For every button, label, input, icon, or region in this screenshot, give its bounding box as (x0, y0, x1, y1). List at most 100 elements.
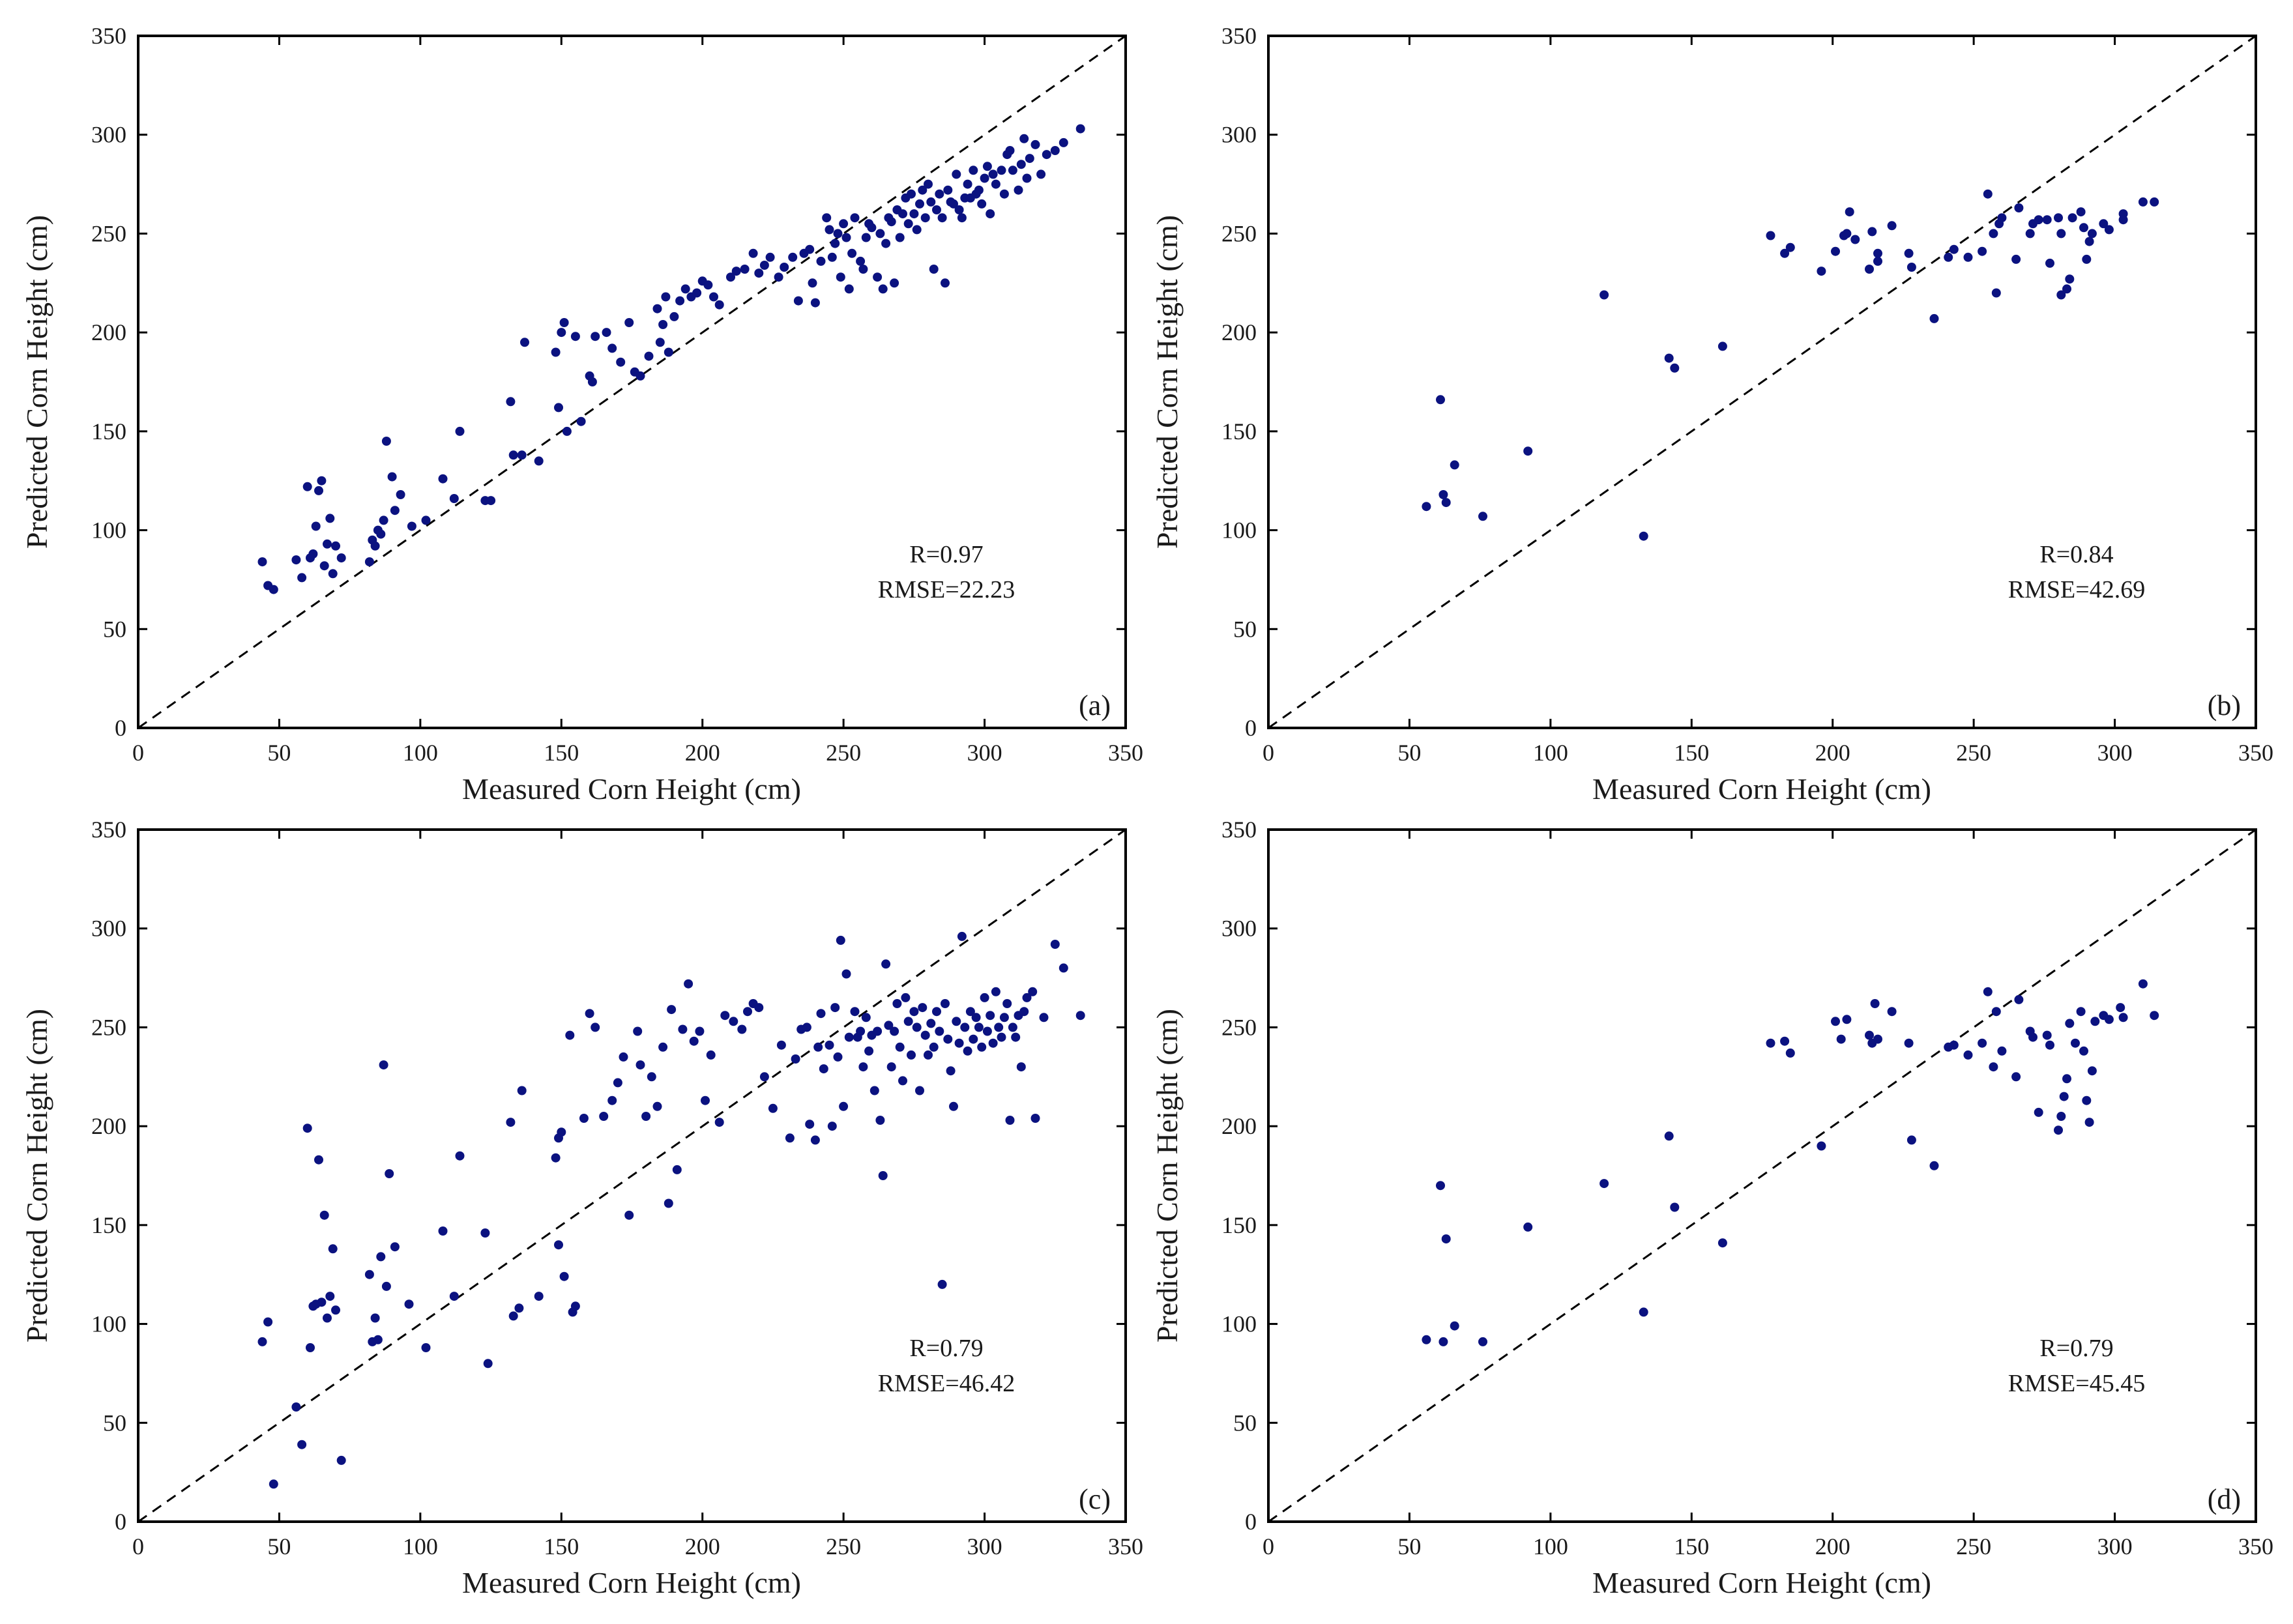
data-point (317, 1298, 327, 1307)
data-point (692, 288, 702, 298)
data-point (1639, 531, 1648, 541)
data-point (765, 252, 775, 262)
data-point (319, 1210, 329, 1220)
data-point (624, 1210, 634, 1220)
data-point (396, 490, 405, 499)
data-point (635, 1060, 645, 1070)
data-point (328, 569, 338, 579)
data-point (554, 1240, 563, 1250)
data-point (323, 539, 332, 549)
y-axis-title: Predicted Corn Height (cm) (20, 215, 53, 549)
x-tick-label: 150 (1674, 1533, 1709, 1559)
axes-frame (137, 828, 1127, 1523)
data-point (754, 268, 764, 278)
data-point (308, 549, 318, 558)
data-point (306, 1343, 315, 1352)
data-point (1050, 146, 1060, 155)
data-point (1039, 1013, 1049, 1022)
data-point (302, 1124, 312, 1133)
data-point (915, 1086, 924, 1095)
data-point (591, 1022, 600, 1032)
x-tick-label: 150 (544, 1533, 579, 1559)
data-point (514, 1303, 524, 1313)
x-tick-label: 100 (403, 740, 438, 766)
x-tick-labels: 0 50 100 150 200 250 300 350 (132, 1533, 1143, 1559)
x-axis-title: Measured Corn Height (cm) (1592, 772, 1931, 805)
data-point (1422, 502, 1431, 512)
data-point (599, 1112, 609, 1121)
data-point (1005, 146, 1015, 155)
data-point (907, 1050, 916, 1060)
data-point (941, 278, 950, 288)
data-point (850, 1007, 860, 1017)
data-point (672, 1165, 682, 1174)
data-point (740, 265, 750, 274)
data-point (999, 1013, 1009, 1022)
data-point (1865, 265, 1874, 274)
data-point (2087, 229, 2097, 239)
data-point (1011, 1032, 1021, 1042)
identity-line (1268, 828, 2256, 1523)
data-point (912, 1022, 922, 1032)
data-point (658, 320, 668, 329)
data-point (557, 1127, 566, 1137)
data-point (941, 999, 950, 1008)
data-point (1850, 235, 1860, 244)
data-point (873, 272, 883, 282)
data-point (2056, 290, 2066, 300)
points (257, 931, 1085, 1489)
x-tick-label: 0 (132, 740, 144, 766)
data-point (827, 1122, 837, 1131)
data-point (2099, 219, 2109, 229)
data-point (1873, 1034, 1882, 1044)
data-point (997, 1032, 1006, 1042)
data-point (774, 272, 783, 282)
data-point (2076, 207, 2086, 217)
data-point (759, 1072, 769, 1082)
y-tick-label: 350 (1221, 23, 1257, 49)
data-point (559, 318, 569, 327)
data-point (517, 450, 527, 460)
y-tick-labels: 0 50 100 150 200 250 300 350 (91, 817, 126, 1535)
y-tick-label: 50 (103, 616, 126, 642)
x-tick-labels: 0 50 100 150 200 250 300 350 (1263, 1533, 2273, 1559)
data-point (825, 1040, 834, 1050)
data-point (819, 1064, 828, 1074)
data-point (1842, 229, 1852, 239)
y-tick-label: 200 (1221, 319, 1257, 345)
data-point (1664, 353, 1674, 363)
data-point (759, 261, 769, 270)
data-point (2082, 1095, 2092, 1105)
stat-r: R=0.79 (2039, 1335, 2113, 1362)
data-point (1989, 1062, 1998, 1072)
panel-label: (d) (2208, 1483, 2241, 1515)
data-point (381, 437, 391, 446)
panel-a: 0 50 100 150 200 250 300 350 0 50 100 150 200 250 300… (20, 23, 1143, 805)
data-point (949, 1101, 958, 1111)
data-point (918, 1003, 927, 1013)
data-point (647, 1072, 656, 1082)
x-tick-label: 350 (2238, 1533, 2273, 1559)
points (257, 124, 1085, 594)
data-point (949, 199, 958, 209)
data-point (776, 1040, 786, 1050)
data-point (557, 328, 566, 338)
axes-frame (137, 35, 1127, 729)
data-point (376, 1252, 386, 1262)
x-tick-label: 250 (1956, 740, 1991, 766)
x-tick-label: 50 (267, 1533, 291, 1559)
data-point (455, 1151, 465, 1161)
data-point (926, 1019, 936, 1028)
data-point (954, 205, 964, 214)
data-point (858, 265, 868, 274)
data-point (1030, 139, 1040, 149)
data-point (909, 209, 919, 219)
data-point (886, 1062, 896, 1072)
y-tick-label: 0 (1245, 715, 1257, 741)
data-point (269, 585, 278, 594)
data-point (946, 1066, 956, 1076)
data-point (937, 1279, 947, 1289)
data-point (1963, 1050, 1973, 1060)
data-point (836, 272, 845, 282)
data-point (1059, 138, 1068, 147)
